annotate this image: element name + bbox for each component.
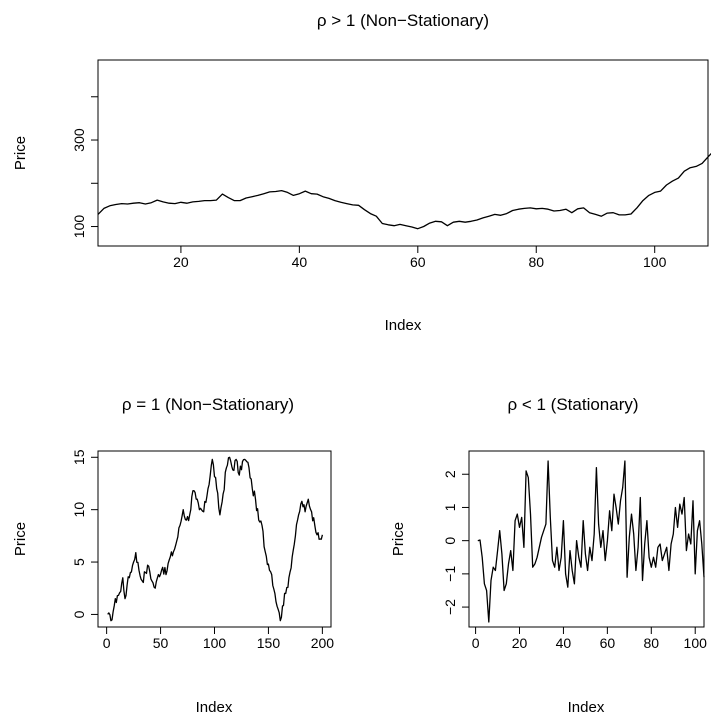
y-tick-label: 5 [71,558,87,566]
x-tick-label: 40 [292,254,308,270]
y-tick-label: 15 [71,449,87,465]
y-axis-label: Price [390,522,407,556]
x-tick-label: 100 [643,254,667,270]
x-tick-label: 80 [528,254,544,270]
x-tick-label: 20 [173,254,189,270]
y-tick-label: 2 [442,470,458,478]
x-axis-label: Index [385,317,422,334]
y-axis: 100 300 [71,96,98,239]
plot-frame [468,450,705,628]
x-axis-label: Index [568,699,605,716]
x-axis: 0 50 100 150 200 [103,627,335,651]
x-tick-label: 200 [311,635,335,651]
series-line [107,456,324,622]
x-tick-label: 100 [684,635,708,651]
y-axis: −2 −1 0 1 2 [442,470,469,615]
x-tick-label: 100 [203,635,227,651]
y-tick-label: 1 [442,503,458,511]
y-tick-label: −1 [442,566,458,582]
x-tick-label: 60 [600,635,616,651]
y-tick-label: 300 [71,128,87,152]
x-tick-label: 40 [556,635,572,651]
x-axis-label: Index [196,699,233,716]
chart-panel-bottom-right: ρ < 1 (Stationary) Index Price 0 20 40 60 80… [390,395,707,716]
x-tick-label: 80 [644,635,660,651]
x-tick-label: 20 [512,635,528,651]
x-tick-label: 50 [153,635,169,651]
y-axis: 0 5 10 15 [71,449,98,618]
y-tick-label: 10 [71,502,87,518]
chart-panel-bottom-left: ρ = 1 (Non−Stationary) Index Price 0 50 10… [12,395,334,716]
x-tick-label: 150 [257,635,281,651]
chart-title: ρ > 1 (Non−Stationary) [317,11,489,30]
y-axis-label: Price [12,522,29,556]
x-tick-label: 0 [472,635,480,651]
y-tick-label: 0 [442,537,458,545]
plot-frame [97,59,709,247]
x-tick-label: 0 [103,635,111,651]
y-tick-label: −2 [442,599,458,615]
y-tick-label: 0 [71,610,87,618]
x-axis: 20 40 60 80 100 [173,246,667,270]
chart-title: ρ < 1 (Stationary) [507,395,638,414]
chart-title: ρ = 1 (Non−Stationary) [122,395,294,414]
x-tick-label: 60 [410,254,426,270]
x-axis: 0 20 40 60 80 100 [472,627,707,651]
y-axis-label: Price [12,136,29,170]
series-line [97,152,711,230]
y-tick-label: 100 [71,215,87,239]
chart-panel-top: ρ > 1 (Non−Stationary) Index Price 20 40 6… [12,11,711,334]
series-line [477,460,705,623]
